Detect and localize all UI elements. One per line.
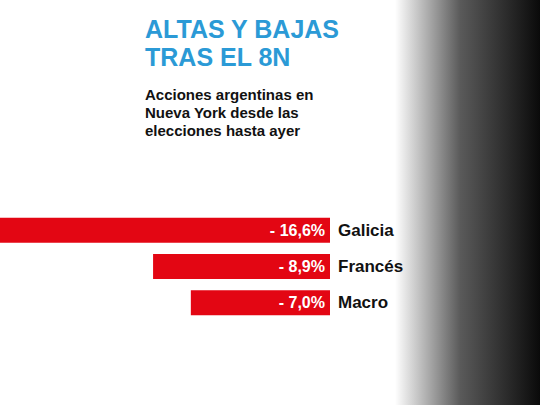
svg-text:TRAS EL 8N: TRAS EL 8N	[145, 43, 290, 71]
svg-text:Francés: Francés	[338, 257, 403, 276]
svg-text:Macro: Macro	[338, 293, 388, 312]
svg-text:Acciones argentinas en: Acciones argentinas en	[145, 86, 318, 103]
svg-text:- 16,6%: - 16,6%	[270, 222, 325, 239]
svg-text:- 8,9%: - 8,9%	[279, 258, 325, 275]
svg-text:Galicia: Galicia	[338, 221, 394, 240]
svg-text:- 7,0%: - 7,0%	[279, 294, 325, 311]
svg-text:Nueva York desde las: Nueva York desde las	[145, 104, 303, 121]
svg-text:elecciones hasta ayer: elecciones hasta ayer	[145, 122, 300, 139]
svg-text:ALTAS Y BAJAS: ALTAS Y BAJAS	[145, 15, 346, 43]
